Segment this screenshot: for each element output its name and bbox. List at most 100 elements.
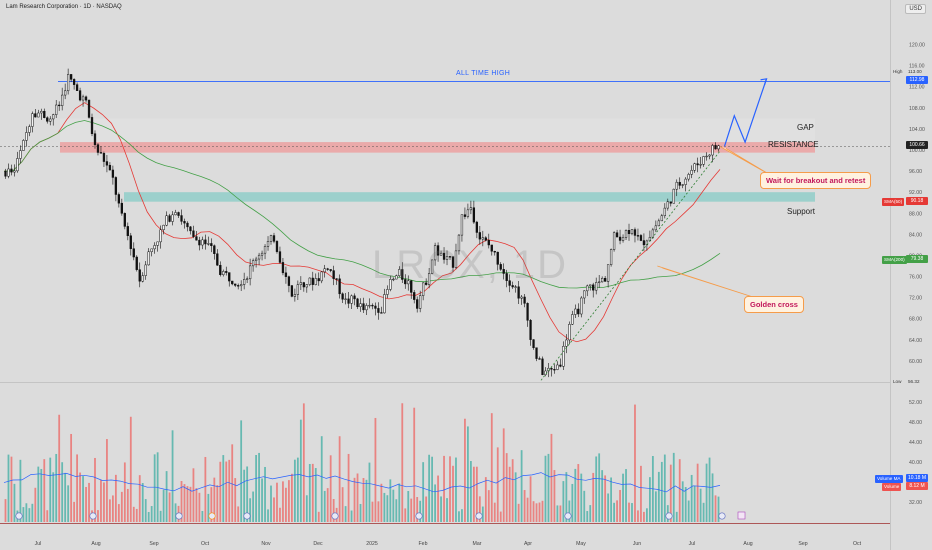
volume-bar bbox=[296, 457, 299, 522]
volume-bar bbox=[159, 510, 162, 522]
candle-down bbox=[204, 239, 207, 245]
candle-up bbox=[556, 364, 559, 370]
candle-up bbox=[162, 224, 165, 230]
volume-bar bbox=[347, 453, 350, 522]
volume-bar bbox=[222, 455, 225, 522]
volume-bar bbox=[231, 444, 234, 522]
all-time-high-label: ALL TIME HIGH bbox=[456, 70, 511, 77]
candle-down bbox=[72, 79, 76, 85]
candle-down bbox=[478, 232, 481, 240]
volume-bar bbox=[687, 500, 690, 522]
time-tick-label: Sep bbox=[149, 541, 158, 547]
candle-up bbox=[439, 252, 443, 256]
candle-up bbox=[612, 232, 616, 250]
volume-bar bbox=[123, 462, 126, 522]
volume-bar bbox=[61, 462, 64, 522]
volume-bar bbox=[425, 496, 428, 522]
candle-up bbox=[681, 184, 684, 186]
volume-bar bbox=[562, 481, 565, 522]
event-marker-icon bbox=[737, 511, 746, 520]
candle-up bbox=[299, 282, 302, 285]
candle-up bbox=[245, 278, 249, 280]
chart-title: Lam Research Corporation · 1D · NASDAQ bbox=[6, 4, 122, 10]
candle-up bbox=[383, 294, 386, 314]
currency-button[interactable]: USD bbox=[905, 4, 926, 14]
candle-down bbox=[287, 276, 291, 286]
volume-bar bbox=[255, 455, 257, 522]
volume-bar bbox=[586, 511, 589, 522]
candle-up bbox=[207, 243, 210, 245]
candle-up bbox=[663, 207, 666, 217]
candle-up bbox=[657, 220, 660, 227]
volume-bar bbox=[46, 510, 49, 522]
candle-down bbox=[517, 286, 520, 299]
time-tick-label: Jul bbox=[35, 541, 42, 547]
volume-bar bbox=[374, 417, 377, 522]
candle-up bbox=[55, 104, 58, 115]
candle-up bbox=[150, 248, 153, 253]
volume-bar bbox=[386, 495, 389, 522]
volume-bar bbox=[496, 447, 499, 522]
volume-tick-label: 40.00 bbox=[909, 460, 922, 466]
candle-up bbox=[422, 282, 425, 296]
candle-up bbox=[52, 114, 55, 120]
candle-down bbox=[284, 272, 288, 277]
volume-bar bbox=[434, 484, 436, 522]
candle-up bbox=[460, 214, 464, 236]
volume-bar bbox=[696, 463, 699, 522]
candle-down bbox=[550, 367, 553, 370]
candle-down bbox=[225, 271, 228, 273]
candle-down bbox=[505, 273, 508, 281]
candle-down bbox=[636, 235, 640, 237]
candle-down bbox=[96, 144, 100, 153]
candle-up bbox=[699, 164, 702, 166]
volume-bar bbox=[669, 464, 672, 522]
candle-down bbox=[177, 212, 180, 216]
candle-up bbox=[466, 209, 470, 217]
volume-bar bbox=[314, 468, 317, 522]
volume-bar bbox=[502, 428, 505, 522]
volume-bar bbox=[43, 459, 46, 522]
volume-bar bbox=[514, 472, 517, 522]
volume-bar bbox=[186, 486, 189, 522]
candle-up bbox=[201, 239, 204, 246]
volume-bar bbox=[595, 456, 598, 522]
volume-ma-tag: Volume MA bbox=[875, 475, 903, 483]
candle-up bbox=[263, 246, 267, 254]
candle-down bbox=[338, 278, 341, 295]
candle-down bbox=[317, 278, 320, 282]
candle-up bbox=[571, 314, 574, 325]
candle-up bbox=[49, 118, 52, 122]
volume-bar bbox=[49, 457, 52, 522]
candle-up bbox=[606, 264, 610, 282]
candle-down bbox=[84, 96, 88, 101]
candle-up bbox=[7, 168, 10, 177]
volume-bar bbox=[76, 454, 78, 522]
candle-up bbox=[305, 284, 308, 288]
volume-bar bbox=[138, 475, 141, 522]
candle-down bbox=[416, 299, 419, 309]
volume-bar bbox=[431, 456, 434, 522]
candle-down bbox=[538, 358, 541, 360]
volume-bar bbox=[571, 483, 574, 522]
volume-bar bbox=[28, 508, 31, 522]
candle-down bbox=[362, 303, 365, 311]
volume-bar bbox=[270, 485, 272, 522]
candle-up bbox=[389, 279, 392, 290]
volume-bar bbox=[362, 478, 365, 522]
volume-bar bbox=[180, 481, 183, 522]
candle-down bbox=[168, 215, 171, 222]
volume-bar bbox=[344, 506, 347, 522]
volume-bar bbox=[541, 500, 544, 522]
volume-bar bbox=[493, 502, 496, 522]
candle-up bbox=[398, 269, 401, 276]
candle-down bbox=[436, 245, 440, 256]
candle-up bbox=[583, 290, 586, 299]
candle-down bbox=[10, 168, 13, 173]
volume-bar bbox=[323, 490, 326, 522]
volume-bar bbox=[654, 491, 657, 522]
candle-down bbox=[114, 177, 118, 195]
candle-up bbox=[350, 295, 353, 304]
candle-down bbox=[120, 202, 123, 214]
candle-up bbox=[147, 251, 150, 266]
